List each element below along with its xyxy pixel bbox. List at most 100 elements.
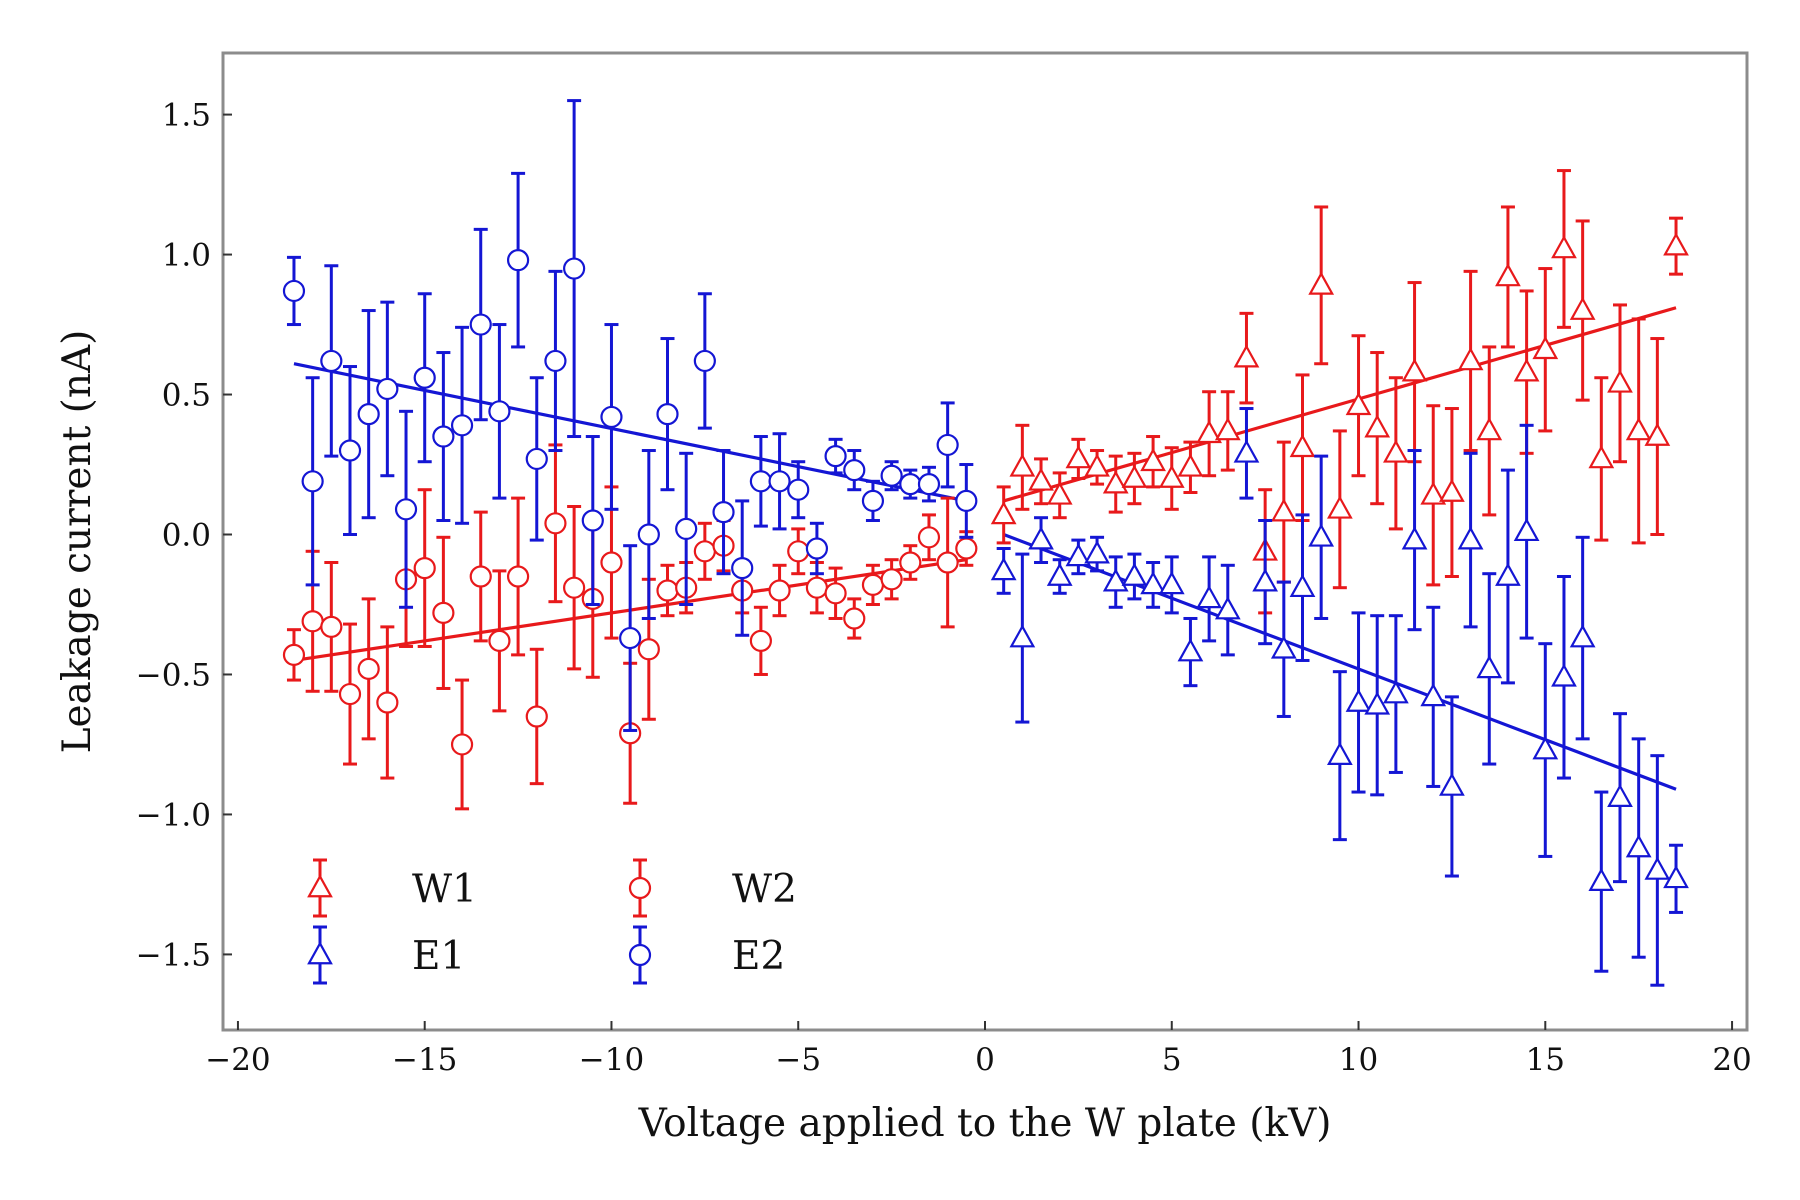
data-point: [1158, 464, 1185, 488]
data-point: [282, 279, 306, 303]
data-point: [525, 705, 548, 728]
data-point: [581, 509, 604, 532]
data-point: [1345, 391, 1372, 416]
data-point: [1532, 736, 1559, 760]
data-point: [301, 610, 324, 633]
legend-label-w2: W2: [732, 867, 797, 912]
data-point: [675, 517, 698, 541]
data-point: [1420, 481, 1447, 505]
data-point: [1270, 498, 1297, 522]
data-point: [917, 526, 941, 549]
data-point: [1233, 344, 1260, 368]
data-point: [1457, 526, 1484, 550]
data-point: [320, 349, 343, 373]
legend-label-e1: E1: [412, 934, 465, 979]
data-point: [357, 657, 380, 680]
x-tick-label: 0: [975, 1042, 995, 1078]
data-point: [936, 433, 959, 457]
data-point: [394, 498, 418, 521]
data-point: [1495, 562, 1521, 586]
data-point: [1401, 526, 1428, 550]
x-tick-label: −20: [205, 1042, 270, 1078]
data-point: [749, 629, 772, 652]
legend-marker: [628, 943, 652, 967]
data-point: [488, 400, 511, 423]
data-point: [787, 540, 810, 563]
data-point: [525, 447, 548, 471]
data-point: [488, 629, 511, 652]
data-point: [338, 439, 362, 462]
legend-key-w1: [307, 858, 333, 918]
data-point: [1214, 417, 1241, 441]
data-point: [656, 403, 679, 426]
data-point: [600, 405, 623, 429]
data-point: [563, 576, 586, 599]
data-point: [1214, 596, 1241, 620]
data-point: [1607, 369, 1633, 393]
data-point: [1588, 445, 1615, 469]
data-point: [880, 464, 903, 487]
legend-marker: [307, 941, 333, 965]
data-points: [282, 99, 1689, 987]
data-point: [1065, 543, 1092, 567]
data-point: [637, 523, 660, 546]
data-point: [1252, 568, 1279, 592]
data-point: [1028, 526, 1054, 550]
x-tick-label: 15: [1526, 1042, 1565, 1078]
data-point: [637, 638, 660, 661]
data-point: [693, 349, 716, 373]
data-point: [805, 576, 829, 599]
y-tick-label: −1.0: [136, 797, 211, 833]
data-point: [1196, 419, 1222, 444]
data-point: [320, 615, 343, 638]
x-tick-label: −10: [579, 1042, 644, 1078]
data-point: [469, 565, 492, 588]
data-point: [450, 733, 474, 756]
data-point: [1364, 414, 1391, 438]
data-point: [469, 313, 492, 336]
data-point: [1625, 417, 1652, 441]
data-point: [1588, 867, 1615, 891]
data-point: [824, 445, 847, 468]
data-point: [731, 556, 754, 580]
data-point: [376, 377, 399, 401]
data-point: [824, 582, 847, 605]
data-point: [768, 470, 791, 493]
data-point: [600, 551, 623, 574]
data-point: [1383, 439, 1409, 463]
data-point: [990, 501, 1017, 525]
data-point: [1233, 439, 1260, 463]
data-point: [1177, 638, 1204, 662]
data-point: [1084, 540, 1110, 564]
legend-marker: [628, 876, 652, 900]
data-point: [1476, 655, 1503, 679]
data-point: [990, 557, 1017, 581]
data-point: [282, 643, 306, 666]
series-e2: [282, 99, 978, 732]
y-tick-label: −0.5: [136, 657, 211, 693]
data-point: [1308, 271, 1335, 295]
data-point: [1439, 478, 1465, 502]
data-point: [955, 489, 978, 513]
data-point: [1289, 573, 1316, 598]
data-point: [1046, 481, 1073, 505]
y-tick-label: −1.5: [136, 937, 211, 973]
data-point: [1383, 680, 1409, 704]
data-point: [1663, 232, 1689, 256]
data-point: [1140, 571, 1166, 595]
legend: W1 E1 W2 E2: [307, 858, 797, 985]
data-point: [899, 473, 922, 496]
legend-key-w2: [628, 858, 652, 918]
data-point: [1364, 691, 1391, 715]
data-point: [1551, 235, 1577, 259]
data-point: [656, 579, 679, 602]
data-point: [749, 470, 772, 493]
data-point: [1102, 470, 1129, 494]
data-point: [1140, 447, 1166, 472]
legend-marker: [307, 874, 333, 898]
data-point: [1046, 562, 1073, 586]
data-point: [1607, 783, 1633, 807]
data-point: [1551, 663, 1577, 687]
data-point: [955, 537, 978, 560]
